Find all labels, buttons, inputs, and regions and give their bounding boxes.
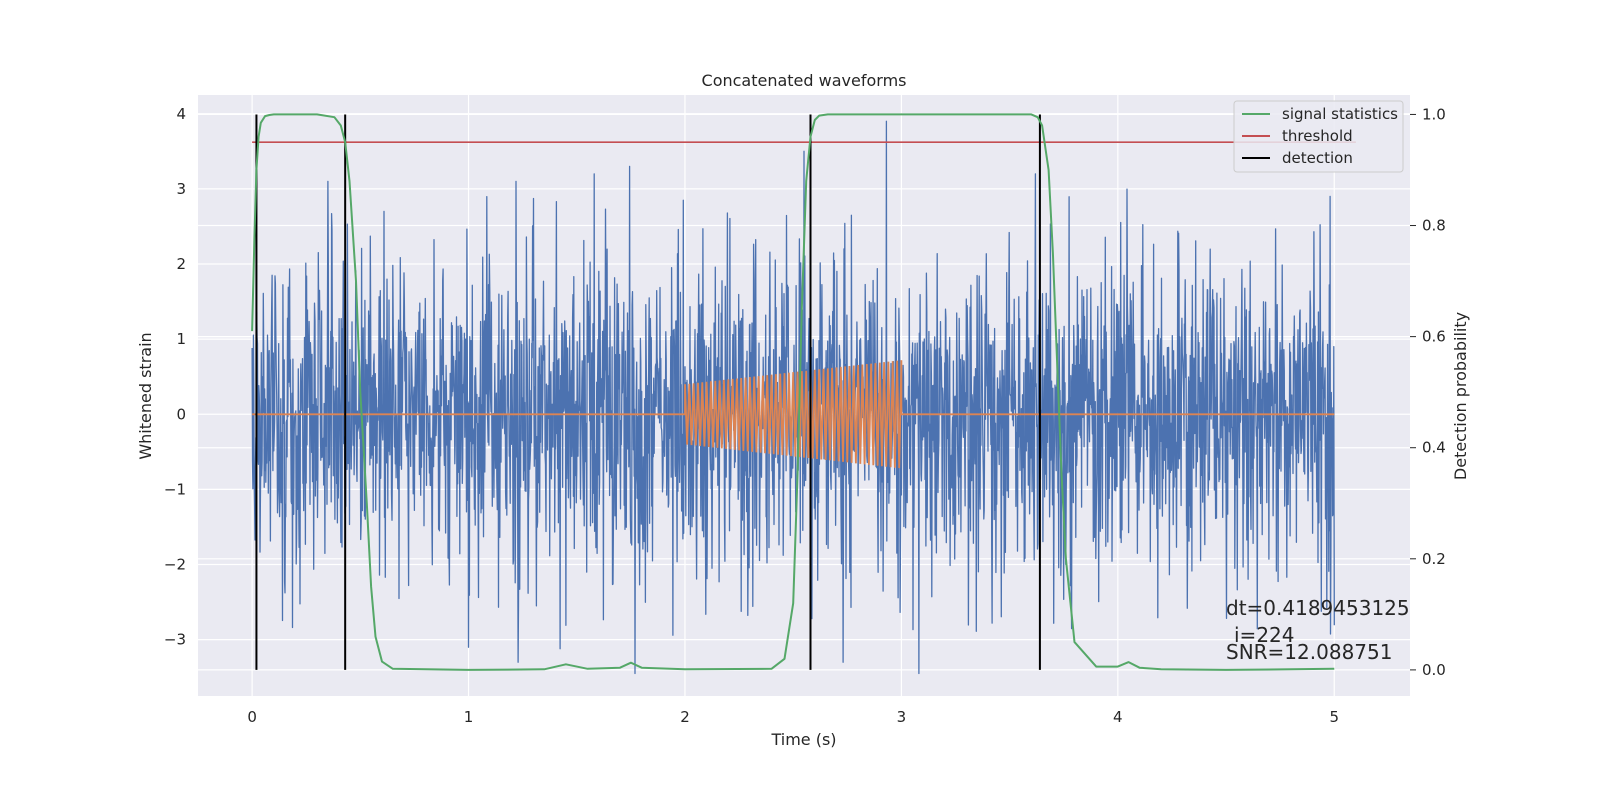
y-tick-label: −2	[164, 556, 186, 574]
legend-frame	[1233, 100, 1404, 173]
y-tick-label: −3	[164, 631, 186, 649]
y2-tick-label: 1.0	[1422, 105, 1446, 123]
y-tick-label: 1	[176, 330, 186, 348]
y-tick-label: 3	[176, 180, 186, 198]
y2-tick-label: 0.2	[1422, 550, 1446, 568]
y-tick-label: 4	[176, 105, 186, 123]
y2-tick-label: 0.0	[1422, 661, 1446, 679]
x-axis-ticks: 0 1 2 3 4 5	[247, 708, 1339, 726]
y-tick-label: 0	[176, 405, 186, 423]
x-axis-label: Time (s)	[770, 730, 836, 749]
y-axis-label: Whitened strain	[136, 332, 155, 459]
x-tick-label: 5	[1329, 708, 1339, 726]
y2-tick-label: 0.4	[1422, 439, 1446, 457]
y2-tick-label: 0.6	[1422, 328, 1446, 346]
annotation-snr: SNR=12.088751	[1226, 640, 1392, 664]
y2-axis-ticks: 0.0 0.2 0.4 0.6 0.8 1.0	[1410, 105, 1446, 679]
legend-label-signal-statistics: signal statistics	[1282, 105, 1398, 123]
x-tick-label: 0	[247, 708, 257, 726]
strain-line	[251, 120, 1335, 675]
x-tick-label: 3	[897, 708, 907, 726]
x-tick-label: 4	[1113, 708, 1123, 726]
strain-series	[251, 120, 1335, 675]
y2-axis-label: Detection probability	[1451, 312, 1470, 480]
x-tick-label: 2	[680, 708, 690, 726]
legend: signal statistics threshold detection	[1233, 100, 1404, 173]
signal-statistics-series	[251, 113, 1335, 671]
y-axis-ticks: −3 −2 −1 0 1 2 3 4	[164, 105, 186, 649]
x-tick-label: 1	[464, 708, 474, 726]
annotation-dt: dt=0.4189453125	[1226, 596, 1410, 620]
legend-label-detection: detection	[1282, 149, 1353, 167]
annotation-i: i=224	[1234, 623, 1295, 647]
legend-label-threshold: threshold	[1282, 127, 1353, 145]
detection-series	[255, 114, 1041, 670]
y-tick-label: 2	[176, 255, 186, 273]
y-tick-label: −1	[164, 480, 186, 498]
chart-title: Concatenated waveforms	[702, 71, 907, 90]
signal-statistics-line	[251, 113, 1335, 671]
y2-tick-label: 0.8	[1422, 217, 1446, 235]
template-line	[252, 360, 1335, 469]
template-series	[252, 360, 1335, 469]
